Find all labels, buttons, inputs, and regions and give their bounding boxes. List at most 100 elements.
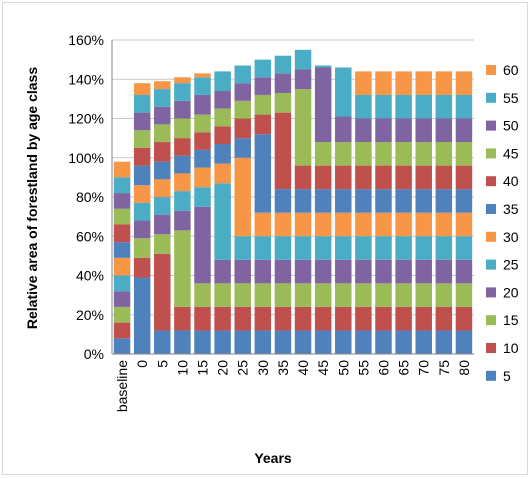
bar-segment-10-5 bbox=[154, 253, 171, 331]
x-tick-label: 55 bbox=[355, 360, 371, 376]
bar-segment-45-35 bbox=[274, 92, 292, 113]
bar-segment-50-30 bbox=[254, 77, 272, 95]
bar-segment-10-80 bbox=[455, 306, 473, 331]
bar-segment-5-10 bbox=[174, 330, 191, 354]
bar-segment-20-baseline bbox=[113, 291, 131, 307]
bar-segment-30-55 bbox=[355, 212, 372, 237]
bar-segment-25-40 bbox=[294, 236, 312, 260]
bar-segment-50-40 bbox=[294, 69, 312, 90]
bar-segment-15-70 bbox=[415, 283, 432, 307]
y-tick-label: 60% bbox=[76, 228, 104, 244]
bar-segment-20-55 bbox=[355, 259, 372, 284]
bar-segment-45-50 bbox=[335, 142, 352, 166]
bar-segment-30-5 bbox=[154, 179, 171, 197]
bar-segment-20-25 bbox=[234, 259, 251, 284]
bar-segment-35-60 bbox=[375, 189, 392, 213]
bar-segment-60-70 bbox=[415, 71, 432, 95]
legend-swatch-5 bbox=[486, 370, 496, 381]
bar-segment-50-55 bbox=[355, 118, 372, 143]
bar-segment-10-30 bbox=[254, 306, 272, 331]
bar-segment-30-baseline bbox=[113, 257, 131, 276]
bar-segment-60-75 bbox=[435, 71, 453, 95]
bar-segment-15-50 bbox=[335, 283, 352, 307]
bar-segment-10-50 bbox=[335, 306, 352, 331]
bar-segment-55-25 bbox=[234, 65, 251, 84]
bar-segment-40-0 bbox=[133, 147, 151, 166]
bar-segment-30-20 bbox=[214, 163, 231, 184]
bar-segment-15-25 bbox=[234, 283, 251, 307]
bar-segment-50-35 bbox=[274, 73, 292, 93]
bar-segment-5-0 bbox=[133, 277, 151, 354]
bar-segment-30-40 bbox=[294, 212, 312, 237]
bar-segment-30-75 bbox=[435, 212, 453, 237]
bar-segment-45-75 bbox=[435, 142, 453, 166]
x-axis-title: Years bbox=[254, 450, 292, 466]
bar-segment-35-45 bbox=[314, 189, 332, 213]
legend: 60 55 50 45 40 35 30 25 20 15 10 5 bbox=[486, 62, 519, 384]
bar-segment-60-80 bbox=[455, 71, 473, 95]
bar-segment-55-70 bbox=[415, 94, 432, 119]
bar-segment-25-20 bbox=[214, 183, 231, 260]
bar-segment-10-15 bbox=[194, 306, 211, 331]
bar-segment-45-65 bbox=[395, 142, 412, 166]
x-tick-label: baseline bbox=[114, 360, 130, 412]
bar-segment-10-25 bbox=[234, 306, 251, 331]
bar-segment-45-25 bbox=[234, 100, 251, 119]
bar-segment-5-60 bbox=[375, 330, 392, 354]
bar-segment-10-70 bbox=[415, 306, 432, 331]
bar-segment-20-20 bbox=[214, 259, 231, 284]
bar-segment-35-25 bbox=[234, 138, 251, 158]
bar-segment-5-50 bbox=[335, 330, 352, 354]
x-tick-label: 50 bbox=[335, 360, 351, 376]
legend-label-25: 25 bbox=[503, 257, 519, 273]
bar-segment-5-30 bbox=[254, 330, 272, 354]
bar-segment-55-40 bbox=[294, 49, 312, 70]
bar-segment-40-20 bbox=[214, 126, 231, 145]
bar-segment-25-25 bbox=[234, 236, 251, 260]
legend-swatch-55 bbox=[486, 92, 496, 103]
legend-label-15: 15 bbox=[503, 312, 519, 328]
bar-segment-15-35 bbox=[274, 283, 292, 307]
bar-segment-25-0 bbox=[133, 202, 151, 221]
bar-segment-15-65 bbox=[395, 283, 412, 307]
bar-segment-5-25 bbox=[234, 330, 251, 354]
bar-segment-45-60 bbox=[375, 142, 392, 166]
bar-segment-5-45 bbox=[314, 330, 332, 354]
bar-segment-55-60 bbox=[375, 94, 392, 119]
bar-segment-60-10 bbox=[174, 77, 191, 84]
legend-label-45: 45 bbox=[503, 145, 519, 161]
bar-segment-10-20 bbox=[214, 306, 231, 331]
y-tick-label: 0% bbox=[84, 346, 104, 362]
x-tick-label: 25 bbox=[235, 360, 251, 376]
legend-swatch-30 bbox=[486, 231, 496, 242]
bar-segment-55-baseline bbox=[113, 177, 131, 194]
legend-swatch-15 bbox=[486, 315, 496, 326]
bar-segment-45-80 bbox=[455, 142, 473, 166]
bar-segment-5-20 bbox=[214, 330, 231, 354]
bar-segment-45-10 bbox=[174, 118, 191, 139]
bar-segment-25-5 bbox=[154, 197, 171, 215]
bar-segment-40-15 bbox=[194, 132, 211, 150]
x-tick-label: 10 bbox=[174, 360, 190, 376]
x-tick-label: 20 bbox=[215, 360, 231, 376]
bar-segment-45-15 bbox=[194, 114, 211, 133]
bar-segment-30-30 bbox=[254, 212, 272, 237]
bar-segment-55-15 bbox=[194, 77, 211, 95]
bar-segment-35-5 bbox=[154, 161, 171, 180]
bar-segment-40-45 bbox=[314, 165, 332, 190]
bar-segment-25-55 bbox=[355, 236, 372, 260]
bar-segment-5-15 bbox=[194, 330, 211, 354]
bar-segment-40-35 bbox=[274, 112, 292, 190]
bar-segment-45-40 bbox=[294, 89, 312, 166]
bar-segment-50-baseline bbox=[113, 193, 131, 209]
x-tick-label: 45 bbox=[315, 360, 331, 376]
bar-segment-5-80 bbox=[455, 330, 473, 354]
bar-segment-15-20 bbox=[214, 283, 231, 307]
bar-segment-20-0 bbox=[133, 220, 151, 239]
bar-segment-35-80 bbox=[455, 189, 473, 213]
bar-segment-20-10 bbox=[174, 210, 191, 231]
bar-segment-35-15 bbox=[194, 149, 211, 168]
legend-label-5: 5 bbox=[503, 368, 511, 384]
bar-segment-20-70 bbox=[415, 259, 432, 284]
bar-segment-40-80 bbox=[455, 165, 473, 190]
